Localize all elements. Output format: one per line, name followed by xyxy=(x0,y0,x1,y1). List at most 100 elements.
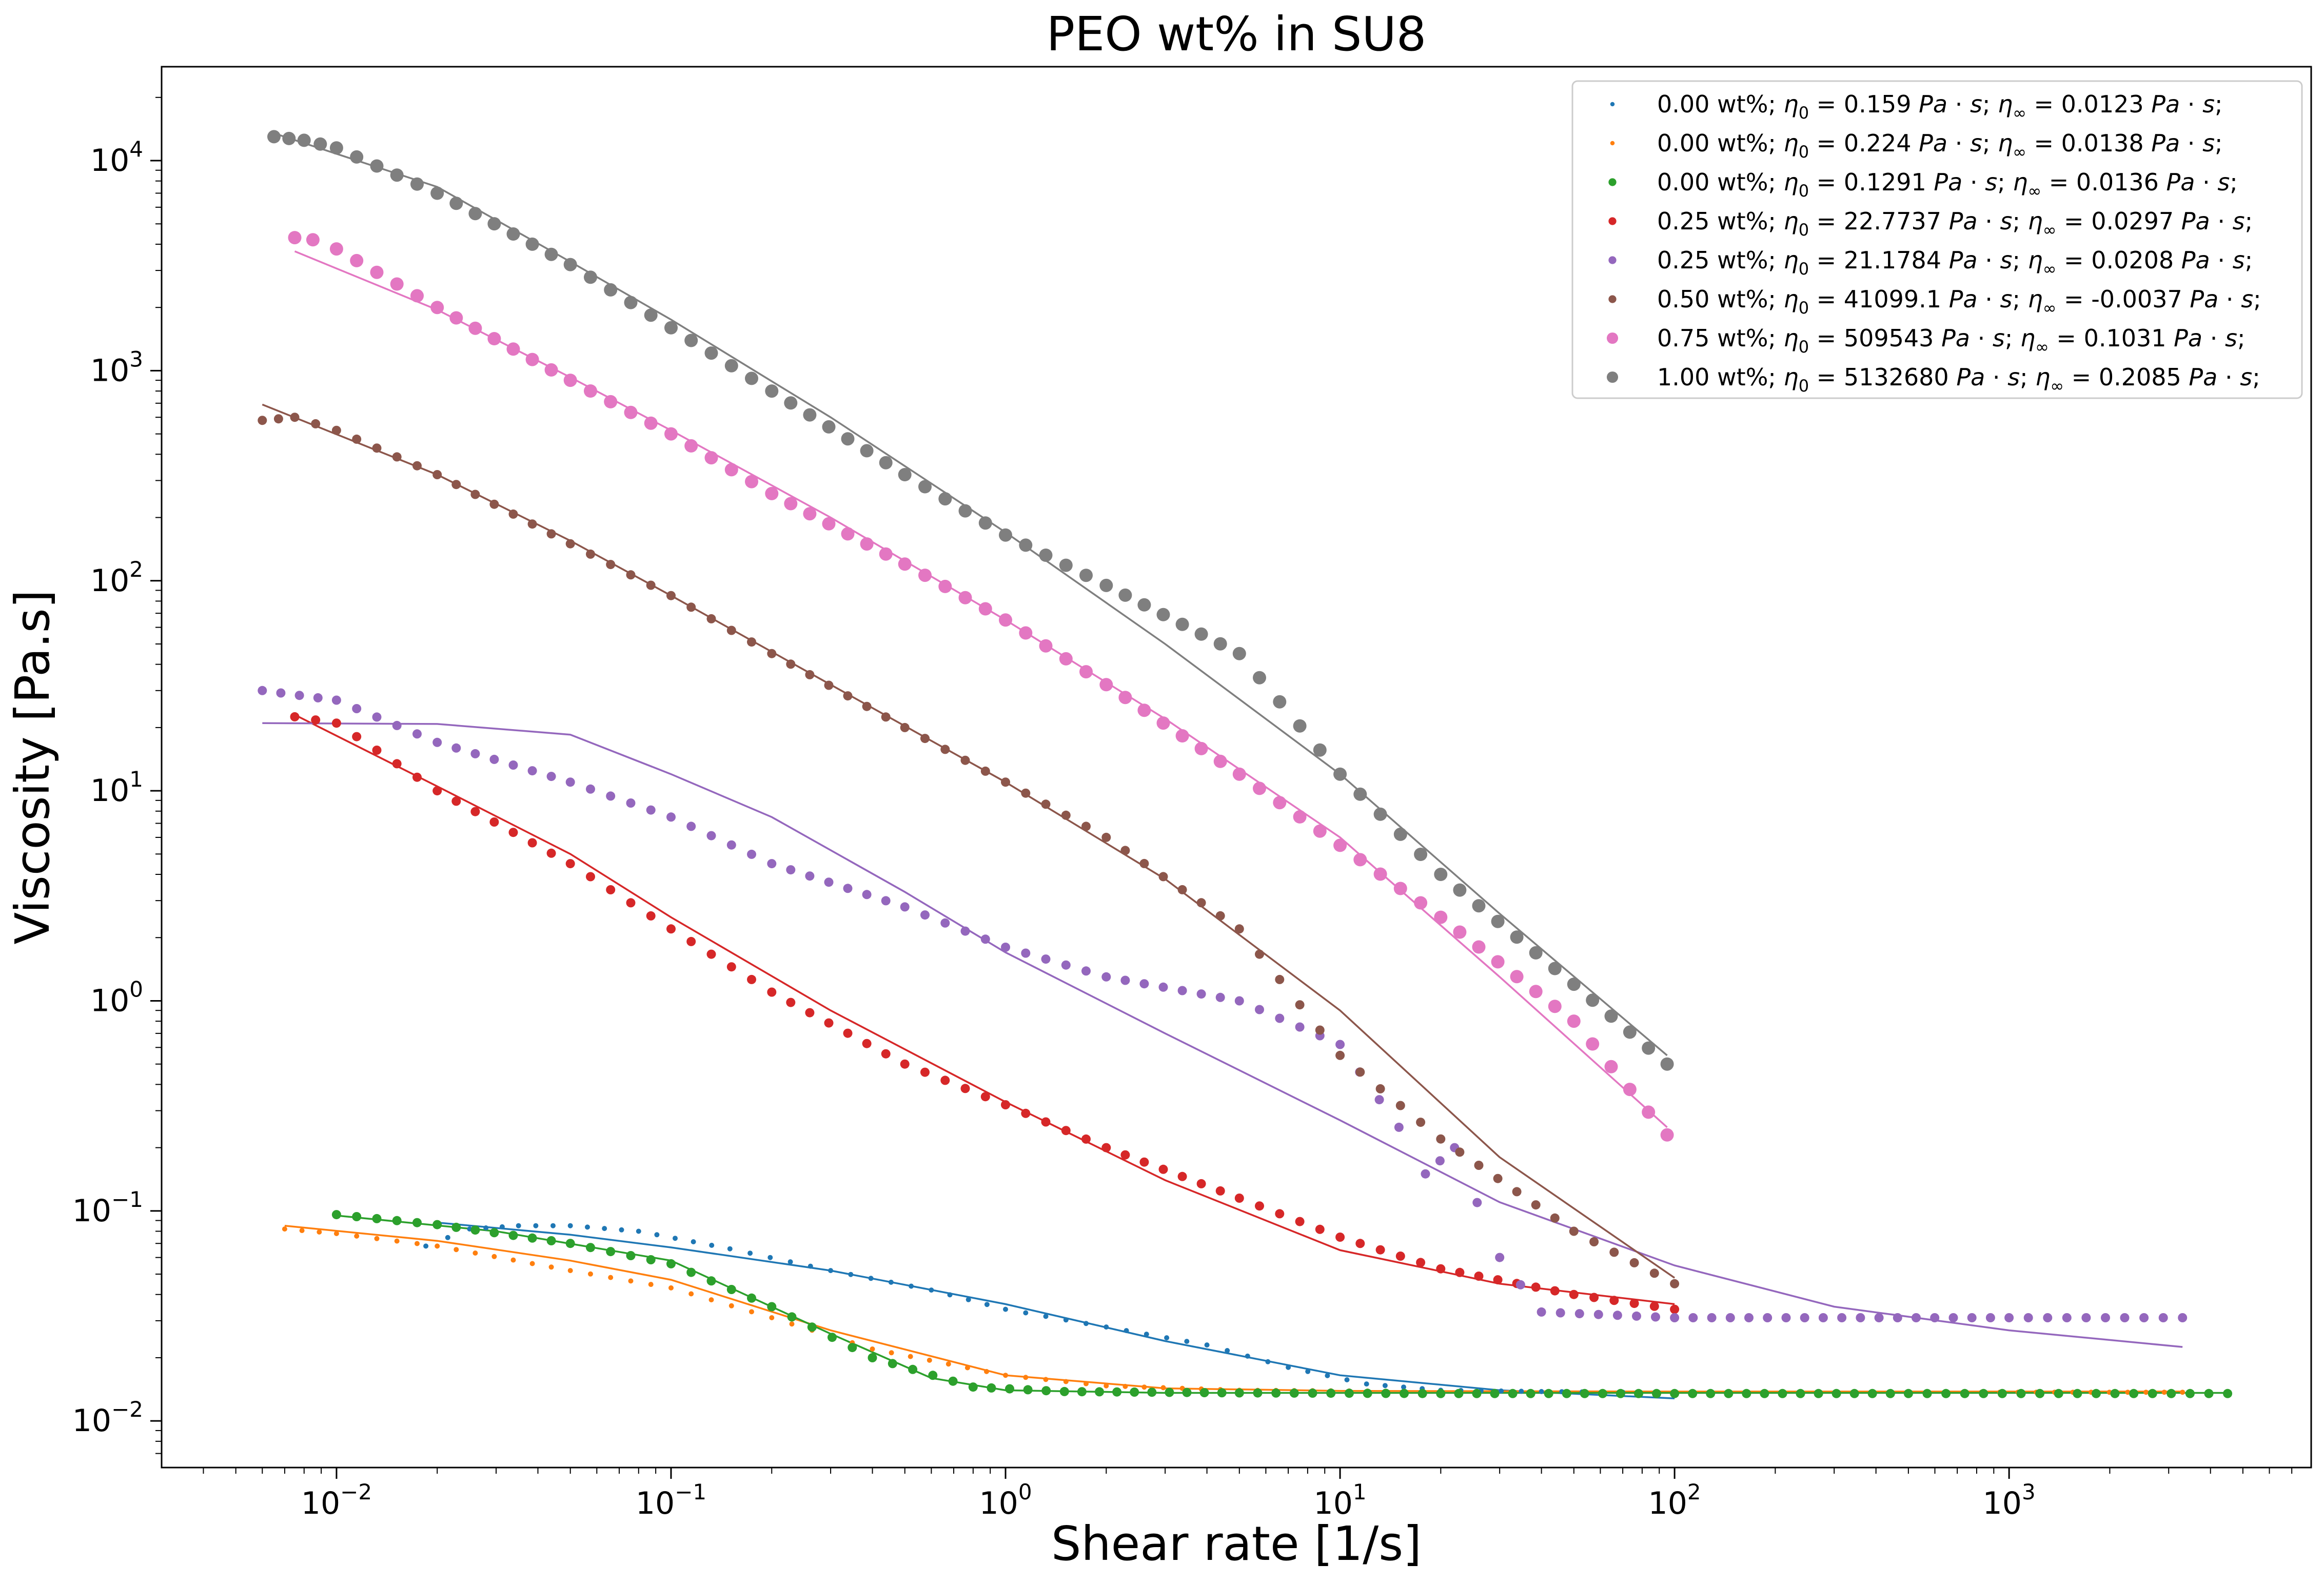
data-point xyxy=(1101,1143,1111,1152)
data-point xyxy=(1275,1209,1285,1219)
data-point xyxy=(1960,1389,1970,1398)
data-point xyxy=(1796,1389,1805,1398)
data-point xyxy=(2125,1390,2131,1395)
data-point xyxy=(1941,1389,1951,1398)
data-point xyxy=(686,822,696,831)
data-point xyxy=(644,416,658,430)
y-tick-label: 100 xyxy=(90,976,143,1019)
data-point xyxy=(805,871,815,881)
data-point xyxy=(585,1224,590,1230)
data-point xyxy=(668,1285,674,1291)
data-point xyxy=(1130,1387,1139,1397)
data-point xyxy=(646,580,656,590)
data-point xyxy=(1215,992,1225,1002)
data-point xyxy=(1023,1375,1029,1380)
data-point xyxy=(1095,1387,1104,1397)
data-point xyxy=(644,308,658,322)
legend-label: 0.50 wt%; η0 = 41099.1 Pa · s; η∞ = -0.0… xyxy=(1657,285,2261,318)
data-point xyxy=(1001,943,1010,952)
data-point xyxy=(1061,1126,1071,1136)
data-point xyxy=(789,1321,795,1327)
data-point xyxy=(1985,1313,1995,1322)
data-point xyxy=(1124,1328,1129,1334)
data-point xyxy=(654,1232,660,1238)
data-point xyxy=(848,1272,854,1277)
data-point xyxy=(881,712,891,722)
data-point xyxy=(1632,1311,1641,1321)
data-point xyxy=(1081,1134,1091,1144)
data-point xyxy=(1139,858,1149,868)
data-point xyxy=(468,207,482,221)
data-point xyxy=(1041,954,1051,964)
data-point xyxy=(843,884,853,893)
data-point xyxy=(423,1243,429,1249)
data-point xyxy=(664,427,678,441)
data-point xyxy=(451,480,461,490)
data-point xyxy=(626,570,636,580)
data-point xyxy=(929,1287,934,1293)
data-point xyxy=(881,896,891,906)
data-point xyxy=(1519,1389,1524,1394)
data-point xyxy=(546,529,556,539)
y-tick-label: 103 xyxy=(90,346,143,388)
data-point xyxy=(860,537,874,551)
data-point xyxy=(1355,1239,1365,1248)
data-point xyxy=(1158,872,1168,882)
data-point xyxy=(1544,1389,1553,1398)
data-point xyxy=(666,924,676,934)
data-point xyxy=(311,715,321,725)
data-point xyxy=(1196,1179,1206,1188)
data-point xyxy=(1313,743,1327,757)
data-point xyxy=(1642,1105,1656,1119)
data-point xyxy=(1177,986,1187,995)
data-point xyxy=(1979,1389,1988,1398)
data-point xyxy=(527,1233,537,1243)
data-point xyxy=(432,1220,442,1229)
data-point xyxy=(918,569,932,582)
data-point xyxy=(767,987,777,997)
data-point xyxy=(726,962,736,972)
data-point xyxy=(1555,1308,1565,1318)
data-point xyxy=(1515,1280,1525,1289)
data-point xyxy=(1084,1381,1089,1386)
data-point xyxy=(1642,1041,1656,1055)
data-point xyxy=(370,159,384,173)
data-point xyxy=(544,247,558,261)
data-point xyxy=(1315,1224,1325,1234)
data-point xyxy=(868,1353,877,1362)
data-point xyxy=(276,688,286,698)
data-point xyxy=(1039,639,1053,653)
data-point xyxy=(1778,1389,1787,1398)
data-point xyxy=(688,1291,694,1297)
data-point xyxy=(491,1254,497,1259)
fit-line xyxy=(284,1224,2183,1393)
data-point xyxy=(1023,1385,1033,1395)
data-point xyxy=(948,1376,958,1386)
data-point xyxy=(1160,1385,1166,1391)
data-point xyxy=(900,902,910,912)
data-point xyxy=(1574,1309,1584,1319)
data-point xyxy=(2178,1313,2188,1322)
data-point xyxy=(1001,1100,1010,1109)
data-point xyxy=(1510,930,1524,944)
data-point xyxy=(767,859,777,869)
data-point xyxy=(664,321,678,335)
data-point xyxy=(1434,910,1448,924)
data-point xyxy=(451,1222,461,1232)
data-point xyxy=(2101,1313,2110,1322)
data-point xyxy=(313,693,323,702)
legend-marker xyxy=(1608,178,1617,186)
data-point xyxy=(1059,558,1073,572)
data-point xyxy=(1265,1359,1271,1364)
data-point xyxy=(454,1247,459,1253)
data-point xyxy=(1344,1377,1350,1382)
data-point xyxy=(1021,948,1031,958)
data-point xyxy=(1325,1373,1330,1378)
data-point xyxy=(1245,1353,1250,1359)
data-point xyxy=(2110,1389,2120,1398)
data-point xyxy=(928,1371,938,1380)
data-point xyxy=(1081,966,1091,976)
data-point xyxy=(920,910,930,920)
data-point xyxy=(410,289,424,303)
data-point xyxy=(432,737,442,747)
